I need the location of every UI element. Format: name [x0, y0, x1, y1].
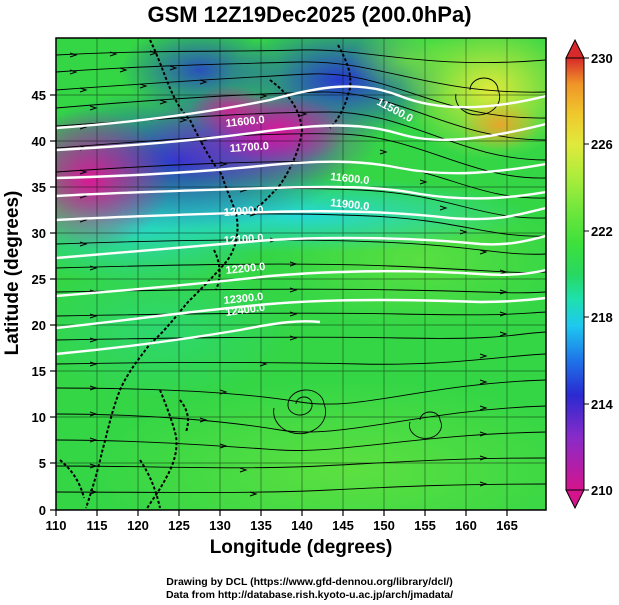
y-tick-label: 40	[32, 134, 46, 149]
colorbar-tick-label: 226	[591, 137, 613, 152]
x-tick-label: 135	[250, 518, 272, 533]
wind-streamlines	[56, 49, 546, 493]
contour-label: 12000.0	[223, 204, 264, 219]
colorbar-tick-label: 214	[591, 397, 613, 412]
contour-label: 11600.0	[330, 171, 370, 187]
x-axis	[55, 510, 508, 516]
chart-title: GSM 12Z19Dec2025 (200.0hPa)	[147, 2, 472, 27]
plot-frame	[55, 37, 547, 511]
x-tick-label: 155	[414, 518, 436, 533]
x-tick-label: 165	[496, 518, 518, 533]
y-tick-label: 45	[32, 88, 46, 103]
colorbar-bottom-triangle	[565, 489, 585, 510]
y-tick-label: 15	[32, 364, 46, 379]
contour-label: 11700.0	[229, 140, 269, 155]
x-tick-label: 130	[209, 518, 231, 533]
y-tick-label: 10	[32, 410, 46, 425]
colorbar-tick-label: 230	[591, 51, 613, 66]
x-tick-label: 145	[332, 518, 354, 533]
y-tick-label: 25	[32, 272, 46, 287]
x-axis-label: Longitude (degrees)	[209, 537, 393, 558]
colorbar: 230 226 222 218 214 210	[565, 38, 613, 510]
height-contours	[56, 85, 546, 356]
colorbar-top-triangle	[565, 38, 585, 59]
credit-data: Data from http://database.rish.kyoto-u.a…	[165, 589, 454, 601]
x-tick-labels: 110 115 120 125 130 135 140 145 150 155 …	[46, 518, 518, 533]
colorbar-tick-label: 222	[591, 224, 613, 239]
contour-label: 12100.0	[223, 232, 264, 247]
x-tick-label: 110	[46, 518, 67, 533]
y-tick-label: 35	[32, 180, 46, 195]
y-tick-label: 5	[39, 456, 46, 471]
contour-label: 12400.0	[225, 302, 266, 319]
y-axis	[50, 94, 56, 511]
x-tick-label: 150	[373, 518, 395, 533]
y-axis-label: Latitude (degrees)	[2, 190, 23, 356]
x-tick-label: 120	[127, 518, 149, 533]
x-tick-label: 140	[291, 518, 313, 533]
x-tick-label: 160	[455, 518, 477, 533]
x-tick-label: 115	[87, 518, 108, 533]
y-tick-label: 30	[32, 226, 46, 241]
colorbar-tick-label: 210	[591, 483, 613, 498]
contour-label: 12300.0	[223, 291, 264, 307]
contour-label: 12200.0	[225, 261, 266, 277]
colorbar-gradient	[565, 57, 585, 491]
contour-label: 11900.0	[330, 197, 370, 213]
y-tick-labels: 0 5 10 15 20 25 30 35 40 45	[32, 88, 46, 518]
contour-label: 11600.0	[225, 114, 265, 130]
credit-drawing: Drawing by DCL (https://www.gfd-dennou.o…	[166, 576, 453, 588]
wind-arrows	[69, 50, 508, 497]
colorbar-tick-label: 218	[591, 310, 613, 325]
y-tick-label: 0	[39, 503, 46, 518]
x-tick-label: 125	[168, 518, 190, 533]
y-tick-label: 20	[32, 318, 46, 333]
